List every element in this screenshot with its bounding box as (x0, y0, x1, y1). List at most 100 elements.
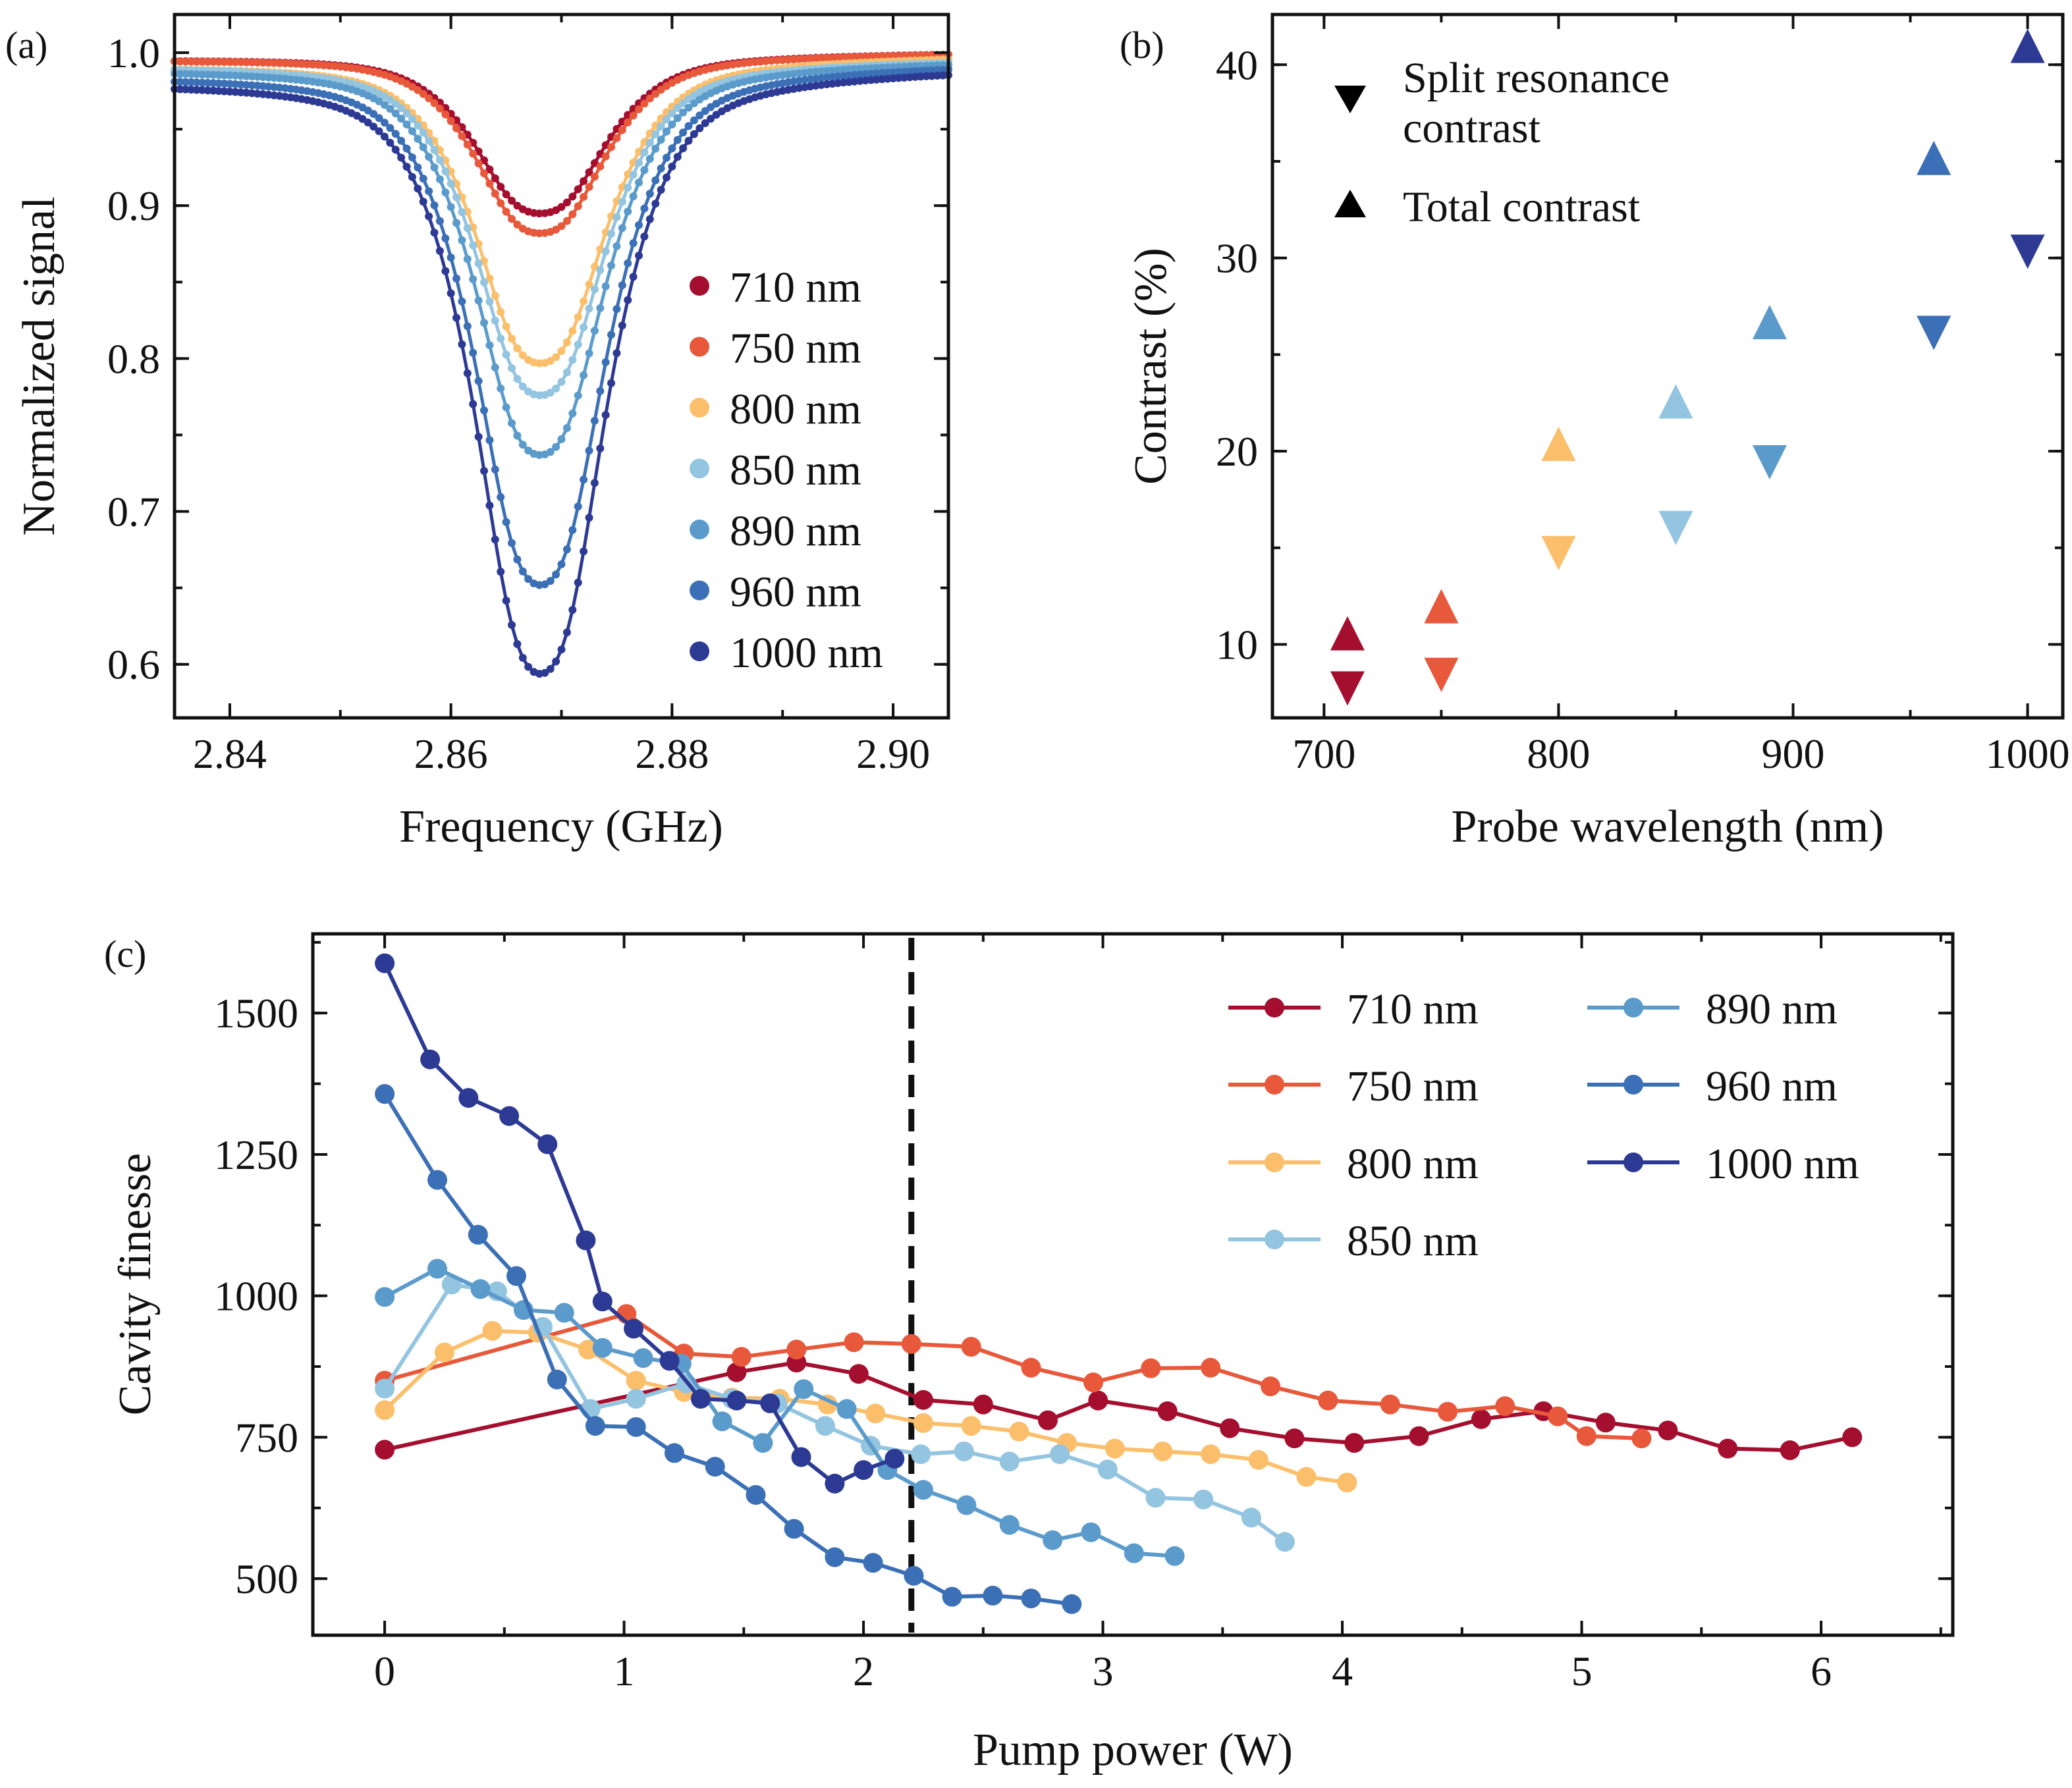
series-a-710-point (574, 185, 582, 194)
series-c-750-point (1021, 1357, 1041, 1378)
series-a-850-point (480, 278, 488, 286)
c-xtick-label-6: 6 (1811, 1648, 1832, 1694)
series-a-890-point (474, 296, 483, 305)
series-c-890-point (592, 1338, 613, 1358)
series-a-750-point (613, 134, 621, 142)
series-c-800-point (865, 1403, 886, 1424)
series-a-710-point (585, 168, 593, 176)
series-a-750-point (181, 57, 190, 66)
series-c-890-point (956, 1495, 977, 1515)
series-a-890-point (391, 109, 400, 118)
series-c-800-point (1248, 1449, 1268, 1470)
series-a-1000-point (469, 400, 477, 408)
series-a-1000-point (663, 173, 670, 182)
panel-c: (c) 0 1 2 3 4 5 6 500 750 1000 1250 1500 710 nm 750 … (104, 932, 1955, 1775)
series-c-750 (375, 1304, 1652, 1449)
series-c-850-point (1097, 1459, 1118, 1480)
series-c-850 (375, 1274, 1295, 1552)
series-a-800-point (441, 156, 450, 165)
series-a-960-point (474, 377, 483, 385)
a-ytick-label-2: 0.8 (107, 335, 160, 382)
series-a-750-point (447, 117, 455, 125)
legend-c-1000-label: 1000 nm (1706, 1140, 1859, 1188)
legend-a-960-marker (690, 580, 709, 601)
series-a-1000-point (369, 122, 378, 131)
series-a-850-point (502, 350, 510, 359)
series-a-1000-point (397, 153, 406, 162)
series-a-960-point (452, 274, 460, 283)
series-a-850-point (430, 146, 439, 154)
series-a-750-point (192, 57, 201, 66)
series-a-850-point (618, 198, 626, 206)
series-c-850-point (1274, 1532, 1295, 1552)
series-c-960-point (863, 1553, 883, 1573)
c-xtick-label-0: 0 (374, 1648, 395, 1694)
series-a-960-point (181, 78, 190, 86)
series-a-1000-point (541, 668, 549, 677)
series-a-710-point (508, 196, 516, 205)
series-a-890-point (679, 108, 688, 117)
series-a-890-point (419, 143, 427, 151)
series-a-960-point (369, 110, 378, 118)
series-a-890-point (590, 327, 599, 335)
series-a-960-point (601, 358, 610, 366)
series-a-960-point (695, 111, 704, 120)
series-c-800-point (1104, 1438, 1125, 1459)
series-a-750-point (270, 59, 279, 67)
series-a-750-point (215, 57, 223, 66)
series-a-800-point (435, 146, 444, 154)
series-c-890-point (375, 1287, 395, 1307)
split-contrast-marker-850 (1658, 510, 1693, 545)
series-c-750-point (1380, 1394, 1400, 1415)
total-contrast-marker-750 (1424, 589, 1459, 624)
series-a-850-point (635, 159, 643, 167)
series-a-890-point (463, 255, 472, 263)
series-c-800-point (1296, 1467, 1317, 1487)
series-c-1000-point (499, 1106, 520, 1126)
series-c-750-point (1141, 1358, 1161, 1378)
series-c-750-point (786, 1340, 807, 1360)
series-a-850-point (552, 385, 560, 393)
series-a-890-point (574, 391, 582, 400)
series-a-960-point (635, 221, 643, 229)
series-a-750-point (596, 162, 605, 171)
series-a-750-point (607, 143, 615, 151)
series-a-960-point (585, 447, 593, 455)
series-a-960-point (673, 136, 682, 144)
c-ytick-label-2: 1000 (214, 1273, 298, 1320)
legend-a-710-label: 710 nm (730, 263, 861, 312)
panel-c-axes-frame (311, 932, 1955, 1637)
series-a-800-point (557, 347, 566, 355)
series-c-960-point (375, 1084, 395, 1104)
series-a-750-point (231, 58, 240, 67)
series-a-850-point (425, 136, 433, 145)
a-xtick-label-3: 2.90 (856, 730, 930, 777)
series-a-890-point (414, 134, 422, 143)
legend-c-710-marker (1265, 998, 1284, 1017)
series-a-850-point (601, 247, 610, 256)
legend-split-resonance-label-line1: Split resonance (1403, 54, 1670, 102)
series-a-850-point (458, 208, 466, 216)
c-xtick-label-1: 1 (614, 1648, 635, 1694)
panel-a-axes-frame (173, 13, 950, 720)
series-c-800-point (1009, 1421, 1029, 1442)
series-a-960-point (640, 204, 649, 213)
series-a-800-point (425, 128, 433, 137)
series-c-710-point (848, 1364, 869, 1384)
series-a-850-point (518, 382, 527, 391)
series-a-960-point (408, 153, 416, 161)
series-a-890-point (408, 127, 416, 136)
series-a-890-point (452, 219, 460, 227)
series-a-750-point (425, 94, 433, 103)
series-c-800-point (1337, 1473, 1357, 1493)
series-a-750-point (629, 111, 638, 120)
series-a-890-point (425, 153, 433, 161)
series-a-890-point (204, 70, 212, 79)
series-c-800-point (913, 1413, 933, 1433)
series-a-750-point (497, 199, 505, 207)
panel-b-axes-frame (1270, 13, 2065, 720)
series-a-750-point (435, 104, 444, 113)
series-a-750-point (590, 173, 599, 181)
series-a-890-point (430, 163, 439, 172)
series-a-750-point (867, 52, 875, 61)
